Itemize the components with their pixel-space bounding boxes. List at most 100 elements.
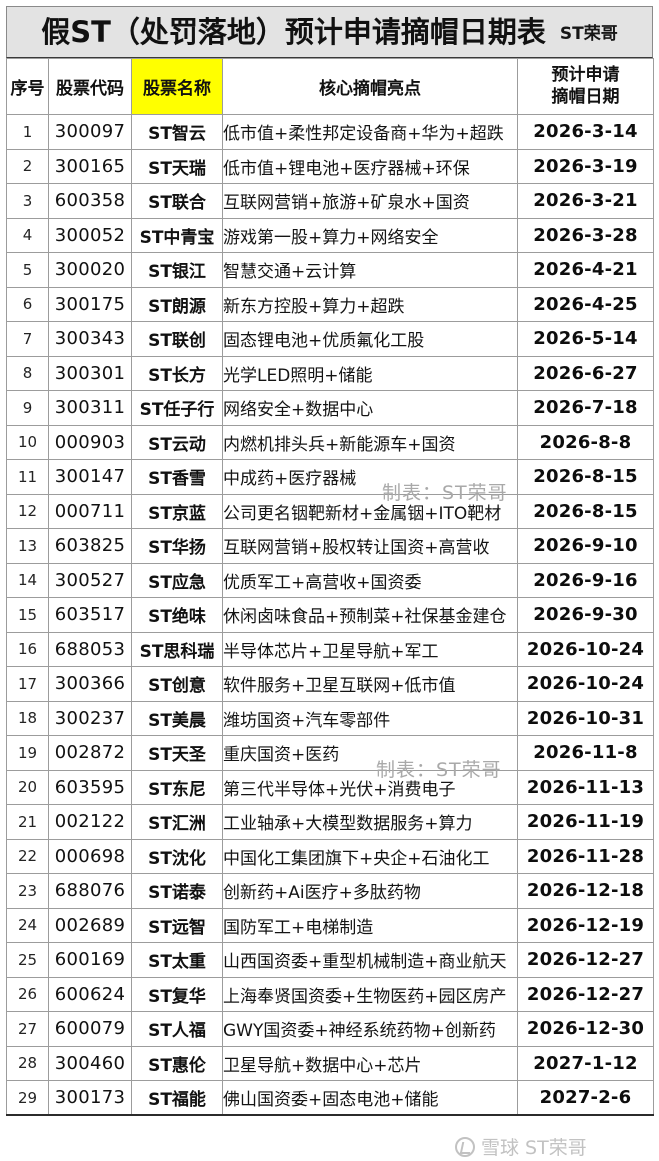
cell-stock-name: ST绝味 (131, 597, 223, 633)
cell-expected-date: 2026-3-28 (517, 217, 654, 253)
cell-expected-date: 2026-11-19 (517, 804, 654, 840)
cell-expected-date: 2027-1-12 (517, 1045, 654, 1081)
table-row: 13 603825 ST华扬 互联网营销+股权转让国资+高营收 2026-9-10 (6, 528, 654, 564)
cell-highlights: 潍坊国资+汽车零部件 (222, 700, 518, 736)
cell-stock-code: 603595 (48, 769, 132, 805)
cell-index: 9 (6, 390, 49, 426)
cell-stock-name: ST中青宝 (131, 217, 223, 253)
cell-stock-name: ST创意 (131, 666, 223, 702)
column-header-index: 序号 (6, 58, 49, 115)
cell-index: 29 (6, 1080, 49, 1116)
column-header-expected-date: 预计申请 摘帽日期 (517, 58, 654, 115)
cell-highlights: 卫星导航+数据中心+芯片 (222, 1045, 518, 1081)
cell-expected-date: 2026-12-27 (517, 942, 654, 978)
cell-expected-date: 2026-3-14 (517, 114, 654, 150)
cell-index: 22 (6, 838, 49, 874)
table-row: 19 002872 ST天圣 重庆国资+医药 2026-11-8 (6, 735, 654, 771)
cell-highlights: 智慧交通+云计算 (222, 252, 518, 288)
cell-expected-date: 2026-10-24 (517, 631, 654, 667)
cell-highlights: 新东方控股+算力+超跌 (222, 286, 518, 322)
cell-stock-code: 300173 (48, 1080, 132, 1116)
cell-stock-code: 600624 (48, 976, 132, 1012)
cell-highlights: 第三代半导体+光伏+消费电子 (222, 769, 518, 805)
cell-highlights: 网络安全+数据中心 (222, 390, 518, 426)
cell-index: 13 (6, 528, 49, 564)
table-row: 26 600624 ST复华 上海奉贤国资委+生物医药+园区房产 2026-12-27 (6, 976, 654, 1012)
cell-stock-name: ST应急 (131, 562, 223, 598)
cell-highlights: 游戏第一股+算力+网络安全 (222, 217, 518, 253)
cell-stock-code: 002122 (48, 804, 132, 840)
cell-stock-code: 000698 (48, 838, 132, 874)
cell-expected-date: 2026-11-28 (517, 838, 654, 874)
table-row: 18 300237 ST美晨 潍坊国资+汽车零部件 2026-10-31 (6, 700, 654, 736)
table-row: 27 600079 ST人福 GWY国资委+神经系统药物+创新药 2026-12-30 (6, 1011, 654, 1047)
table-row: 4 300052 ST中青宝 游戏第一股+算力+网络安全 2026-3-28 (6, 217, 654, 253)
table-row: 16 688053 ST思科瑞 半导体芯片+卫星导航+军工 2026-10-24 (6, 631, 654, 667)
xueqiu-logo-icon (455, 1136, 475, 1157)
cell-highlights: 公司更名铟靶新材+金属铟+ITO靶材 (222, 493, 518, 529)
table-row: 17 300366 ST创意 软件服务+卫星互联网+低市值 2026-10-24 (6, 666, 654, 702)
table-header: 序号 股票代码 股票名称 核心摘帽亮点 预计申请 摘帽日期 (6, 58, 654, 115)
table-row: 7 300343 ST联创 固态锂电池+优质氟化工股 2026-5-14 (6, 321, 654, 357)
cell-expected-date: 2026-10-31 (517, 700, 654, 736)
cell-index: 21 (6, 804, 49, 840)
cell-highlights: 上海奉贤国资委+生物医药+园区房产 (222, 976, 518, 1012)
cell-highlights: 重庆国资+医药 (222, 735, 518, 771)
cell-index: 16 (6, 631, 49, 667)
cell-index: 23 (6, 873, 49, 909)
cell-index: 12 (6, 493, 49, 529)
cell-highlights: 中国化工集团旗下+央企+石油化工 (222, 838, 518, 874)
cell-highlights: 低市值+锂电池+医疗器械+环保 (222, 148, 518, 184)
cell-highlights: 中成药+医疗器械 (222, 459, 518, 495)
cell-stock-code: 600079 (48, 1011, 132, 1047)
cell-stock-name: ST智云 (131, 114, 223, 150)
watermark-brand-label: 雪球 ST荣哥 (481, 1137, 587, 1159)
cell-index: 4 (6, 217, 49, 253)
cell-stock-code: 300020 (48, 252, 132, 288)
cell-expected-date: 2026-11-13 (517, 769, 654, 805)
cell-expected-date: 2026-6-27 (517, 355, 654, 391)
cell-highlights: 固态锂电池+优质氟化工股 (222, 321, 518, 357)
cell-stock-name: ST香雪 (131, 459, 223, 495)
cell-highlights: GWY国资委+神经系统药物+创新药 (222, 1011, 518, 1047)
table-row: 21 002122 ST汇洲 工业轴承+大模型数据服务+算力 2026-11-19 (6, 804, 654, 840)
table-title-bar: 假ST（处罚落地）预计申请摘帽日期表 ST荣哥 (6, 6, 653, 58)
cell-stock-name: ST复华 (131, 976, 223, 1012)
cell-stock-code: 603517 (48, 597, 132, 633)
table-row: 28 300460 ST惠伦 卫星导航+数据中心+芯片 2027-1-12 (6, 1045, 654, 1081)
cell-stock-name: ST天瑞 (131, 148, 223, 184)
table-row: 3 600358 ST联合 互联网营销+旅游+矿泉水+国资 2026-3-21 (6, 183, 654, 219)
table-row: 1 300097 ST智云 低市值+柔性邦定设备商+华为+超跌 2026-3-14 (6, 114, 654, 150)
cell-stock-name: ST云动 (131, 424, 223, 460)
cell-expected-date: 2026-3-21 (517, 183, 654, 219)
column-header-stock-name: 股票名称 (131, 58, 223, 115)
cell-stock-code: 688053 (48, 631, 132, 667)
cell-index: 26 (6, 976, 49, 1012)
cell-highlights: 佛山国资委+固态电池+储能 (222, 1080, 518, 1116)
cell-index: 18 (6, 700, 49, 736)
column-header-date-line2: 摘帽日期 (551, 86, 620, 107)
cell-expected-date: 2026-5-14 (517, 321, 654, 357)
cell-stock-name: ST东尼 (131, 769, 223, 805)
table-row: 10 000903 ST云动 内燃机排头兵+新能源车+国资 2026-8-8 (6, 424, 654, 460)
cell-highlights: 软件服务+卫星互联网+低市值 (222, 666, 518, 702)
cell-expected-date: 2026-12-30 (517, 1011, 654, 1047)
cell-index: 11 (6, 459, 49, 495)
cell-index: 10 (6, 424, 49, 460)
cell-highlights: 休闲卤味食品+预制菜+社保基金建仓 (222, 597, 518, 633)
cell-highlights: 低市值+柔性邦定设备商+华为+超跌 (222, 114, 518, 150)
cell-expected-date: 2026-3-19 (517, 148, 654, 184)
cell-index: 14 (6, 562, 49, 598)
table-row: 20 603595 ST东尼 第三代半导体+光伏+消费电子 2026-11-13 (6, 769, 654, 805)
table-row: 14 300527 ST应急 优质军工+高营收+国资委 2026-9-16 (6, 562, 654, 598)
cell-highlights: 互联网营销+股权转让国资+高营收 (222, 528, 518, 564)
cell-index: 1 (6, 114, 49, 150)
cell-index: 17 (6, 666, 49, 702)
header-row: 序号 股票代码 股票名称 核心摘帽亮点 预计申请 摘帽日期 (6, 58, 654, 115)
cell-stock-code: 300366 (48, 666, 132, 702)
page-title: 假ST（处罚落地）预计申请摘帽日期表 (41, 14, 546, 49)
cell-index: 8 (6, 355, 49, 391)
cell-stock-name: ST人福 (131, 1011, 223, 1047)
cell-expected-date: 2026-4-25 (517, 286, 654, 322)
